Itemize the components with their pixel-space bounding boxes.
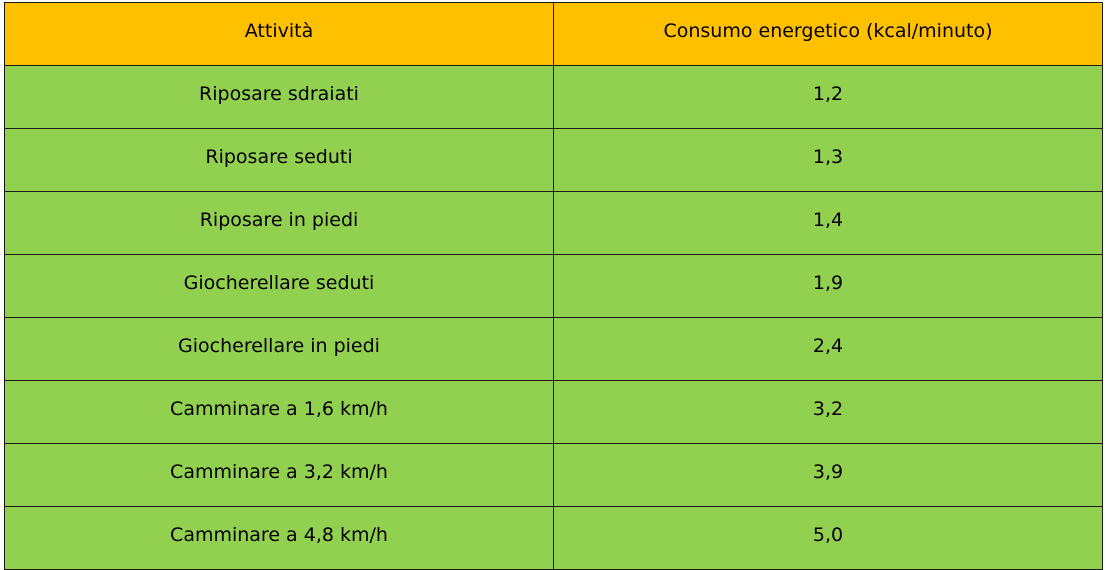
activity-cell: Giocherellare in piedi — [4, 317, 554, 381]
table-row: Riposare seduti 1,3 — [4, 128, 1103, 192]
value-cell: 3,9 — [553, 443, 1103, 507]
activity-cell: Camminare a 1,6 km/h — [4, 380, 554, 444]
table-row: Riposare sdraiati 1,2 — [4, 65, 1103, 129]
table-header: Attività Consumo energetico (kcal/minuto… — [4, 2, 1103, 66]
activity-cell: Camminare a 3,2 km/h — [4, 443, 554, 507]
value-cell: 1,2 — [553, 65, 1103, 129]
value-cell: 5,0 — [553, 506, 1103, 570]
value-cell: 3,2 — [553, 380, 1103, 444]
table-row: Camminare a 4,8 km/h 5,0 — [4, 506, 1103, 570]
energy-table: Attività Consumo energetico (kcal/minuto… — [4, 2, 1103, 570]
activity-cell: Riposare in piedi — [4, 191, 554, 255]
activity-cell: Camminare a 4,8 km/h — [4, 506, 554, 570]
table-row: Riposare in piedi 1,4 — [4, 191, 1103, 255]
table-body: Riposare sdraiati 1,2 Riposare seduti 1,3 Ri… — [4, 65, 1103, 570]
value-cell: 2,4 — [553, 317, 1103, 381]
table-row: Giocherellare seduti 1,9 — [4, 254, 1103, 318]
value-cell: 1,3 — [553, 128, 1103, 192]
table-row: Camminare a 1,6 km/h 3,2 — [4, 380, 1103, 444]
table-row: Camminare a 3,2 km/h 3,9 — [4, 443, 1103, 507]
value-cell: 1,4 — [553, 191, 1103, 255]
activity-cell: Riposare sdraiati — [4, 65, 554, 129]
table-container: Attività Consumo energetico (kcal/minuto… — [4, 2, 1103, 570]
header-cell: Consumo energetico (kcal/minuto) — [553, 2, 1103, 66]
activity-cell: Giocherellare seduti — [4, 254, 554, 318]
activity-cell: Riposare seduti — [4, 128, 554, 192]
value-cell: 1,9 — [553, 254, 1103, 318]
page: Attività Consumo energetico (kcal/minuto… — [4, 2, 1103, 570]
table-row: Giocherellare in piedi 2,4 — [4, 317, 1103, 381]
header-row: Attività Consumo energetico (kcal/minuto… — [4, 2, 1103, 66]
header-cell: Attività — [4, 2, 554, 66]
